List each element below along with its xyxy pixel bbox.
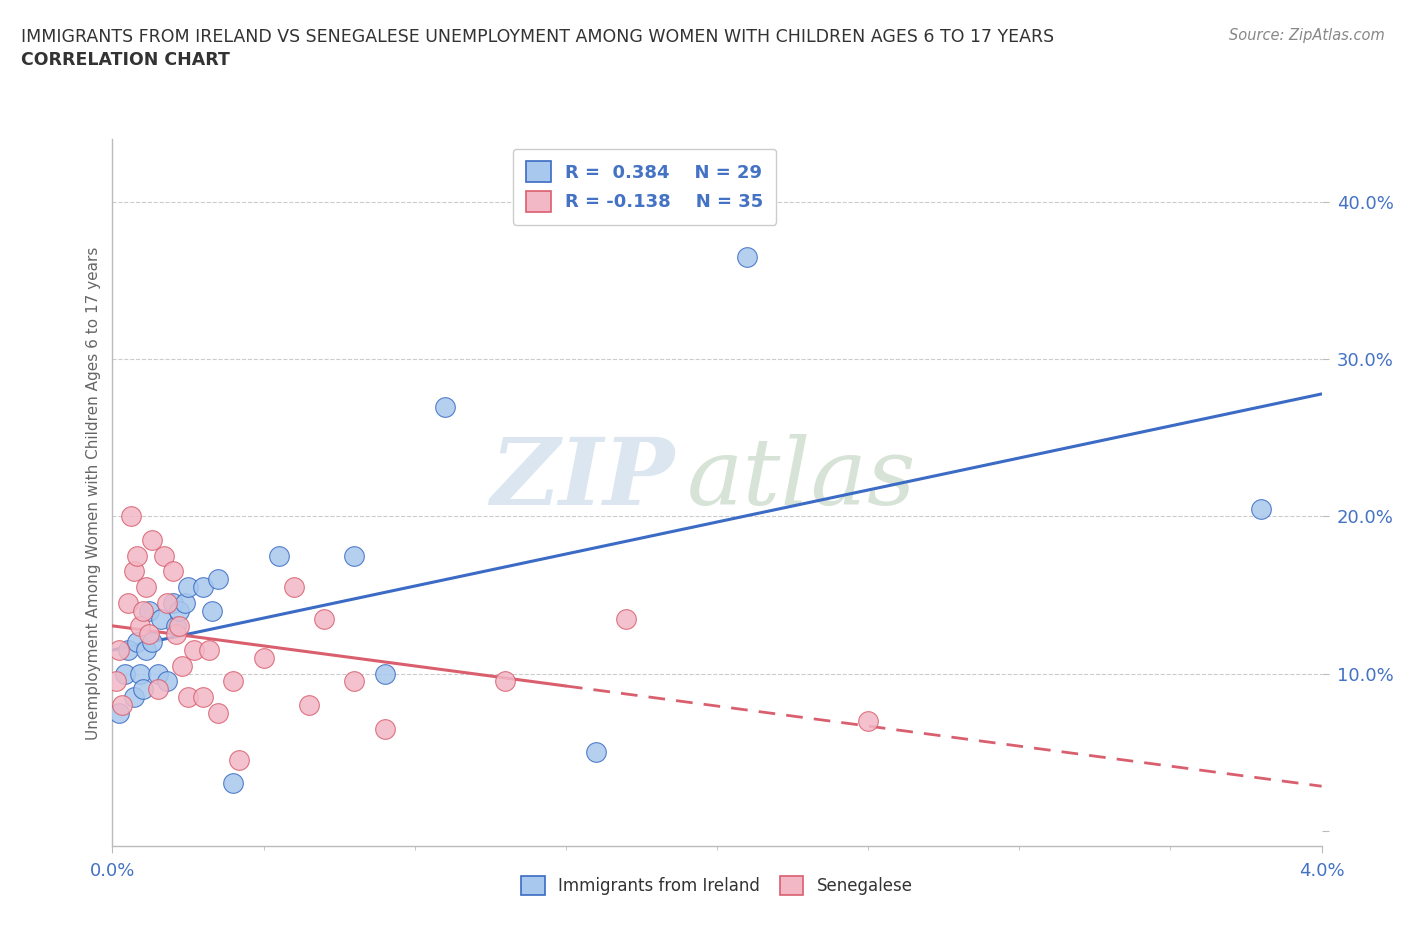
Point	[165, 619, 187, 634]
Point	[222, 776, 245, 790]
Point	[373, 721, 396, 736]
Point	[146, 682, 169, 697]
Point	[149, 611, 172, 626]
Point	[128, 619, 150, 634]
Point	[156, 674, 179, 689]
Point	[135, 579, 157, 594]
Point	[737, 250, 759, 265]
Point	[117, 643, 139, 658]
Point	[343, 674, 366, 689]
Point	[207, 705, 229, 720]
Point	[110, 698, 132, 712]
Point	[298, 698, 321, 712]
Point	[191, 690, 215, 705]
Point	[373, 666, 396, 681]
Point	[107, 643, 129, 658]
Point	[495, 674, 517, 689]
Point	[343, 549, 366, 564]
Text: CORRELATION CHART: CORRELATION CHART	[21, 51, 231, 69]
Point	[167, 604, 190, 618]
Text: IMMIGRANTS FROM IRELAND VS SENEGALESE UNEMPLOYMENT AMONG WOMEN WITH CHILDREN AGE: IMMIGRANTS FROM IRELAND VS SENEGALESE UN…	[21, 28, 1054, 46]
Point	[191, 579, 215, 594]
Point	[122, 690, 145, 705]
Point	[117, 595, 139, 610]
Text: atlas: atlas	[686, 433, 917, 524]
Point	[141, 533, 163, 548]
Point	[162, 595, 184, 610]
Point	[198, 643, 221, 658]
Point	[1250, 501, 1272, 516]
Point	[207, 572, 229, 587]
Legend: Immigrants from Ireland, Senegalese: Immigrants from Ireland, Senegalese	[515, 869, 920, 901]
Point	[125, 634, 148, 649]
Point	[174, 595, 197, 610]
Point	[312, 611, 335, 626]
Point	[104, 674, 127, 689]
Point	[107, 705, 129, 720]
Point	[177, 690, 200, 705]
Point	[177, 579, 200, 594]
Point	[141, 634, 163, 649]
Point	[283, 579, 305, 594]
Y-axis label: Unemployment Among Women with Children Ages 6 to 17 years: Unemployment Among Women with Children A…	[86, 246, 101, 739]
Point	[138, 604, 160, 618]
Point	[146, 666, 169, 681]
Point	[132, 682, 155, 697]
Point	[138, 627, 160, 642]
Point	[135, 643, 157, 658]
Point	[616, 611, 638, 626]
Point	[156, 595, 179, 610]
Text: Source: ZipAtlas.com: Source: ZipAtlas.com	[1229, 28, 1385, 43]
Point	[201, 604, 224, 618]
Point	[585, 745, 607, 760]
Point	[165, 627, 187, 642]
Point	[170, 658, 193, 673]
Point	[183, 643, 205, 658]
Point	[167, 619, 190, 634]
Point	[267, 549, 290, 564]
Point	[856, 713, 880, 728]
Point	[114, 666, 136, 681]
Point	[253, 650, 276, 665]
Text: ZIP: ZIP	[491, 433, 675, 524]
Point	[125, 549, 148, 564]
Point	[132, 604, 155, 618]
Point	[122, 564, 145, 578]
Point	[162, 564, 184, 578]
Point	[222, 674, 245, 689]
Point	[120, 509, 142, 524]
Point	[128, 666, 150, 681]
Point	[153, 549, 176, 564]
Point	[433, 399, 456, 414]
Point	[228, 752, 250, 767]
